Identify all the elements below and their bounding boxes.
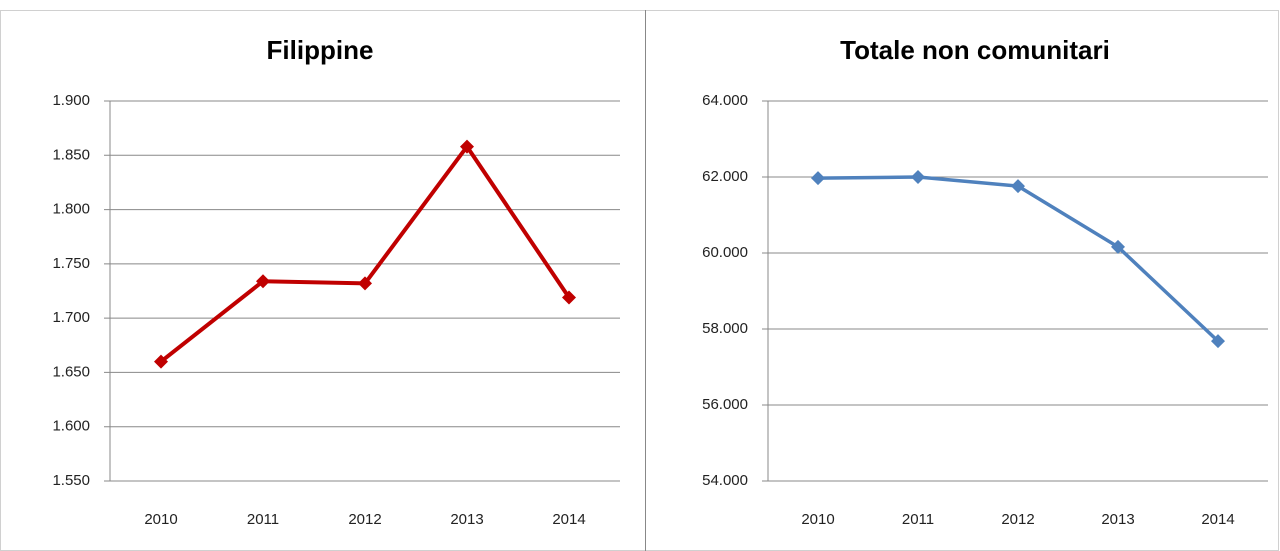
marker: [460, 139, 474, 154]
x-tick-label: 2010: [144, 511, 177, 528]
y-tick-label: 1.750: [52, 255, 90, 272]
y-tick-label: 1.650: [52, 363, 90, 380]
y-tick-label: 62.000: [702, 168, 748, 185]
x-tick-label: 2010: [801, 511, 834, 528]
y-tick-label: 60.000: [702, 244, 748, 261]
x-tick-label: 2013: [450, 511, 483, 528]
chart-title: Filippine: [267, 35, 374, 65]
y-tick-label: 1.700: [52, 309, 90, 326]
marker: [1111, 239, 1125, 254]
y-tick-label: 1.550: [52, 472, 90, 489]
x-tick-label: 2014: [552, 511, 585, 528]
x-tick-label: 2014: [1201, 511, 1234, 528]
x-tick-label: 2012: [348, 511, 381, 528]
marker: [1211, 334, 1225, 349]
marker: [811, 171, 825, 186]
x-tick-label: 2013: [1101, 511, 1134, 528]
marker: [1011, 179, 1025, 194]
y-tick-label: 56.000: [702, 396, 748, 413]
y-tick-label: 1.850: [52, 146, 90, 163]
frame: [0, 10, 1279, 551]
y-tick-label: 1.600: [52, 418, 90, 435]
y-tick-label: 58.000: [702, 320, 748, 337]
chart-title: Totale non comunitari: [840, 35, 1110, 65]
x-tick-label: 2012: [1001, 511, 1034, 528]
marker: [562, 290, 576, 305]
x-tick-label: 2011: [247, 511, 279, 528]
y-tick-label: 64.000: [702, 92, 748, 109]
y-tick-label: 54.000: [702, 472, 748, 489]
x-tick-label: 2011: [902, 511, 934, 528]
y-tick-label: 1.900: [52, 92, 90, 109]
y-tick-label: 1.800: [52, 201, 90, 218]
marker: [358, 276, 372, 291]
marker: [911, 170, 925, 184]
marker: [154, 354, 168, 369]
marker: [256, 274, 270, 289]
